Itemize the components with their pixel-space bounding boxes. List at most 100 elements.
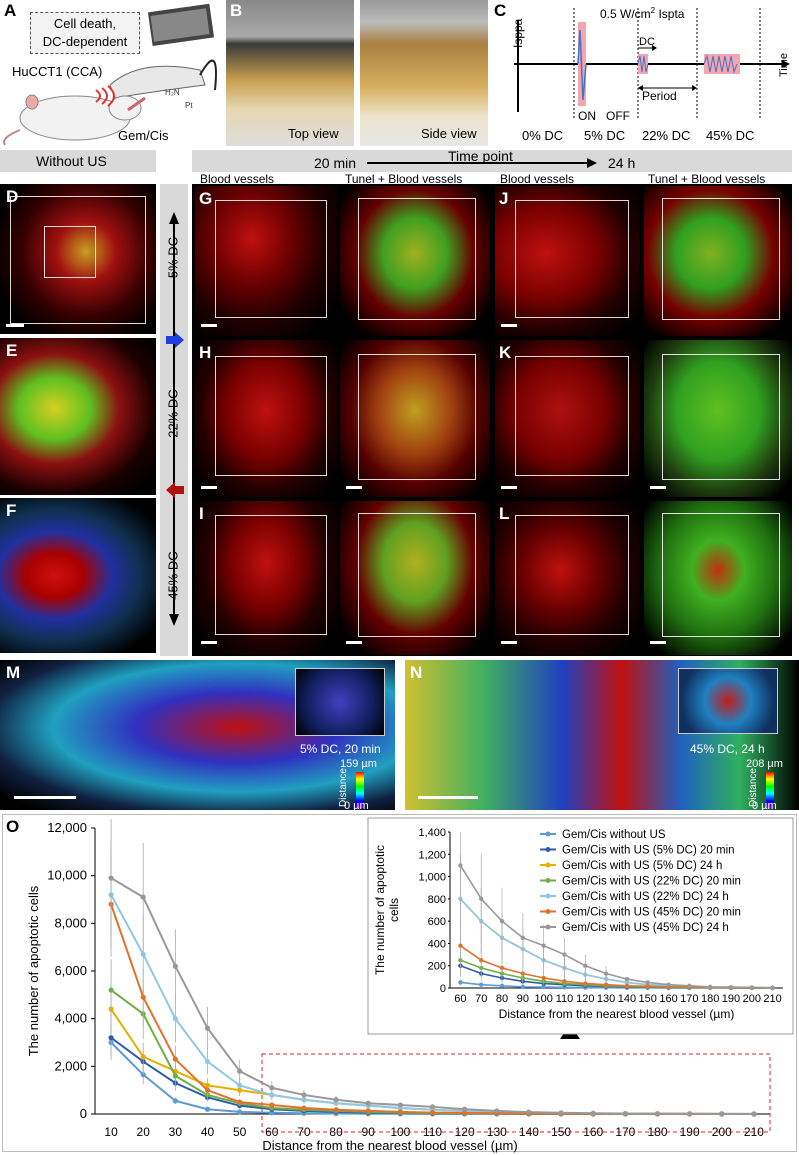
data-point xyxy=(301,1092,307,1098)
t20-label: 20 min xyxy=(314,155,357,171)
data-point xyxy=(751,1111,757,1117)
panel-m-axis: Distance xyxy=(337,768,349,807)
inset-data-point xyxy=(707,984,713,990)
data-point xyxy=(333,1097,339,1103)
x-tick-label: 180 xyxy=(647,1125,667,1139)
highlight-box xyxy=(261,1053,771,1133)
inset-x-tick-label: 210 xyxy=(763,993,781,1005)
timepoint-label: Time point xyxy=(448,148,513,164)
panel-k-tb xyxy=(644,340,792,497)
inset-x-tick-label: 60 xyxy=(454,993,466,1005)
inset-data-point xyxy=(562,979,567,984)
inset-y-tick-label: 200 xyxy=(428,961,446,973)
data-point xyxy=(172,1098,178,1104)
data-point xyxy=(237,1109,243,1115)
inset-x-tick-label: 120 xyxy=(576,993,594,1005)
without-us-bar xyxy=(0,150,156,172)
inset-x-tick-label: 80 xyxy=(496,993,508,1005)
panel-g-bv xyxy=(195,186,337,336)
data-point xyxy=(719,1111,725,1117)
inset-data-point xyxy=(583,963,588,968)
panel-label-h: H xyxy=(199,343,212,362)
inset-data-point xyxy=(687,983,692,988)
legend-entry: Gem/Cis with US (5% DC) 24 h xyxy=(562,860,722,872)
data-point xyxy=(108,987,114,993)
panel-label-f: F xyxy=(6,501,17,520)
data-point xyxy=(237,1082,243,1088)
x-tick-label: 60 xyxy=(265,1125,279,1139)
panel-n-axis: Distance xyxy=(747,768,759,807)
x-tick-label: 200 xyxy=(712,1125,732,1139)
panel-a: A Cell death, DC-dependent H₂N Pt HuCCT1… xyxy=(0,0,225,148)
inset-data-point xyxy=(499,965,505,971)
inset-data-point xyxy=(603,982,609,987)
data-point xyxy=(397,1102,403,1108)
y-axis-label: The number of apoptotic cells xyxy=(26,885,41,1056)
inset-x-tick-label: 140 xyxy=(618,993,636,1005)
x-tick-label: 30 xyxy=(169,1125,183,1139)
col-title-j-tb: Tunel + Blood vessels xyxy=(648,172,766,186)
panel-h-bv xyxy=(195,340,337,497)
legend-entry: Gem/Cis with US (45% DC) 20 min xyxy=(562,907,741,919)
data-point xyxy=(204,1087,211,1093)
panel-m-inset xyxy=(295,668,385,736)
inset-data-point xyxy=(458,980,463,985)
legend-entry: Gem/Cis with US (22% DC) 24 h xyxy=(562,891,729,903)
inset-data-point xyxy=(541,984,546,990)
col-title-j-bv: Blood vessels xyxy=(500,172,575,186)
photo-side-view xyxy=(360,0,488,146)
dc-small-label: DC xyxy=(639,36,655,48)
cell-death-box: Cell death, DC-dependent xyxy=(30,12,140,54)
data-point xyxy=(333,1107,339,1113)
dc-strip-arrows xyxy=(169,212,179,626)
data-point xyxy=(108,875,114,881)
huccct1-label: HuCCT1 (CCA) xyxy=(12,64,103,79)
photo-top-view xyxy=(226,0,354,146)
data-point xyxy=(494,1108,500,1114)
inset-data-point xyxy=(728,984,734,990)
x-tick-label: 20 xyxy=(137,1125,151,1139)
mouse-illustration: H₂N Pt xyxy=(3,3,217,146)
data-point xyxy=(204,1106,211,1112)
x-tick-label: 50 xyxy=(233,1125,247,1139)
isppa-label: Isppa xyxy=(511,18,525,48)
col-title-g-tb: Tunel + Blood vessels xyxy=(345,172,463,186)
inset-data-point xyxy=(499,983,505,988)
data-point xyxy=(140,1054,146,1060)
panel-m-label: 5% DC, 20 min xyxy=(300,742,381,756)
inset-x-tick-label: 180 xyxy=(701,993,719,1005)
off-label: OFF xyxy=(606,109,630,123)
x-tick-label: 210 xyxy=(744,1125,764,1139)
side-label-22dc: 22% DC xyxy=(165,389,181,438)
x-tick-label: 80 xyxy=(329,1125,343,1139)
panel-n-colorbar xyxy=(766,772,774,808)
panel-i-bv xyxy=(195,501,337,655)
inset-data-point xyxy=(479,957,484,963)
legend-marker xyxy=(545,831,551,837)
data-point xyxy=(429,1104,436,1110)
inset-data-point xyxy=(583,981,588,986)
panel-e-image xyxy=(0,338,156,495)
panel-k-bv xyxy=(495,340,640,497)
inset-data-point xyxy=(749,985,754,990)
panel-label-i: I xyxy=(199,504,204,523)
data-point xyxy=(140,951,146,957)
box-line-1: Cell death, xyxy=(53,16,117,31)
legend-entry: Gem/Cis with US (45% DC) 24 h xyxy=(562,922,729,934)
inset-x-tick-label: 150 xyxy=(639,993,657,1005)
x-tick-label: 160 xyxy=(583,1125,603,1139)
data-point xyxy=(204,1025,211,1031)
inset-y-tick-label: 0 xyxy=(440,983,446,995)
svg-text:Pt: Pt xyxy=(185,101,193,110)
panel-n-label: 45% DC, 24 h xyxy=(690,742,765,756)
inset-data-point xyxy=(479,896,484,902)
inset-data-point xyxy=(541,943,546,948)
time-label: Time xyxy=(778,53,790,77)
panel-m-colorbar xyxy=(356,772,364,808)
x-tick-label: 40 xyxy=(201,1125,215,1139)
data-point xyxy=(172,1056,178,1062)
y-tick-label: 8,000 xyxy=(54,915,87,930)
inset-data-point xyxy=(666,982,671,987)
side-label-45dc: 45% DC xyxy=(165,551,181,600)
inset-data-point xyxy=(520,935,526,941)
